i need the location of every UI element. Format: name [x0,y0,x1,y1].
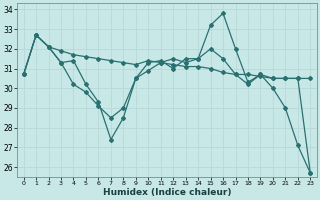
X-axis label: Humidex (Indice chaleur): Humidex (Indice chaleur) [103,188,231,197]
